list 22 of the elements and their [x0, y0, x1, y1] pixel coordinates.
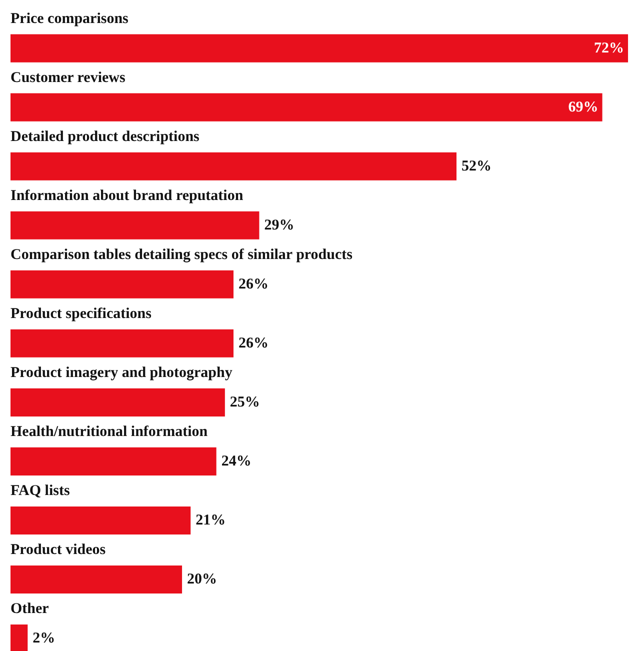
y-tick-label: Price comparisons: [10, 10, 129, 27]
y-tick-label: Information about brand reputation: [10, 188, 244, 204]
data-label: 52%: [461, 158, 492, 174]
data-label: 29%: [264, 217, 294, 234]
data-label: 26%: [238, 276, 268, 292]
y-tick-label: Health/nutritional information: [10, 424, 208, 440]
data-label: 20%: [187, 571, 218, 588]
y-tick-label: Other: [10, 601, 50, 618]
y-tick-label: Comparison tables detailing specs of similar products: [10, 246, 353, 263]
data-label: 2%: [32, 630, 56, 647]
y-tick-label: Product videos: [10, 542, 106, 558]
data-label: 26%: [238, 335, 268, 352]
y-tick-label: Customer reviews: [10, 70, 126, 86]
y-tick-label: Product specifications: [10, 306, 152, 322]
data-label: 69%: [568, 99, 598, 116]
data-label: 25%: [230, 394, 260, 410]
data-label: 24%: [221, 453, 252, 470]
y-tick-label: Detailed product descriptions: [10, 128, 200, 145]
data-label: 72%: [594, 40, 624, 56]
data-label: 21%: [196, 512, 226, 528]
y-tick-label: FAQ lists: [10, 482, 70, 499]
y-tick-label: Product imagery and photography: [10, 364, 233, 381]
